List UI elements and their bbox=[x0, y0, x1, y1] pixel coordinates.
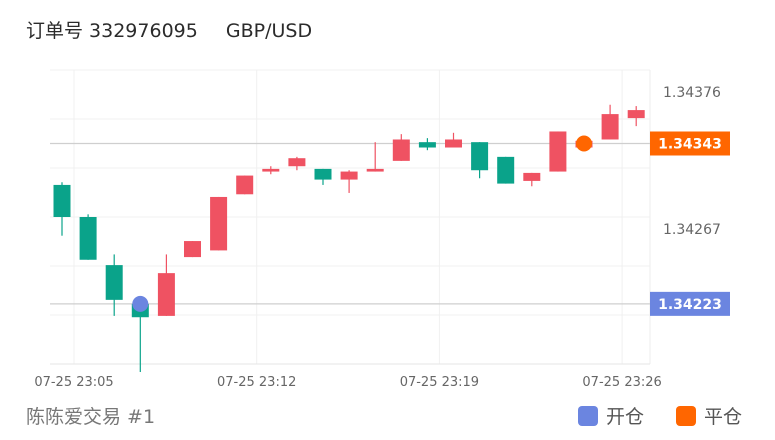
candle-body bbox=[627, 110, 645, 119]
candle-body bbox=[314, 168, 332, 180]
legend-open-label: 开仓 bbox=[606, 406, 645, 428]
candle-body bbox=[523, 172, 541, 181]
candle-body bbox=[601, 114, 619, 140]
candle-body bbox=[497, 156, 515, 184]
open-price-tag-bg bbox=[650, 291, 730, 316]
candle-body bbox=[262, 168, 280, 172]
candle-body bbox=[210, 196, 228, 251]
candle-body bbox=[366, 168, 384, 172]
candle-body bbox=[445, 139, 462, 148]
close-price-tag-label: 1.34343 bbox=[658, 137, 722, 153]
header: 订单号 332976095 GBP/USD bbox=[26, 16, 312, 43]
currency-pair: GBP/USD bbox=[225, 20, 313, 42]
candle-body bbox=[340, 171, 358, 180]
legend-close-label: 平仓 bbox=[704, 406, 743, 428]
close-price-tag-bg bbox=[650, 131, 730, 156]
order-number: 订单号 332976095 bbox=[26, 20, 198, 42]
candle-body bbox=[418, 142, 436, 148]
x-tick-label: 07-25 23:12 bbox=[217, 375, 296, 390]
x-tick-label: 07-25 23:05 bbox=[34, 375, 113, 390]
open-swatch-icon bbox=[578, 405, 598, 426]
account-name: 陈陈爱交易 #1 bbox=[26, 406, 156, 428]
close-swatch-icon bbox=[676, 405, 696, 426]
candle-body bbox=[236, 175, 254, 195]
candle-body bbox=[471, 142, 489, 171]
legend-close: 平仓 bbox=[676, 402, 742, 429]
x-tick-label: 07-25 23:26 bbox=[582, 375, 661, 390]
candle-body bbox=[79, 217, 97, 260]
y-tick-label: 1.34376 bbox=[663, 85, 721, 101]
open-marker bbox=[132, 295, 149, 312]
legend-open: 开仓 bbox=[578, 402, 644, 429]
candle-body bbox=[53, 184, 71, 217]
candle-body bbox=[184, 241, 201, 258]
candle-body bbox=[549, 131, 567, 172]
candle-body bbox=[105, 265, 123, 300]
y-tick-label: 1.34267 bbox=[663, 222, 721, 238]
close-marker bbox=[576, 135, 592, 152]
candlestick-chart: 1.34376 1.34267 1.34343 1.34223 07-25 23:05 0… bbox=[34, 69, 730, 390]
candle-body bbox=[288, 158, 306, 167]
candle-body bbox=[392, 139, 410, 161]
x-tick-label: 07-25 23:19 bbox=[400, 375, 479, 390]
open-price-tag-label: 1.34223 bbox=[658, 297, 722, 313]
candle-body bbox=[157, 273, 175, 316]
